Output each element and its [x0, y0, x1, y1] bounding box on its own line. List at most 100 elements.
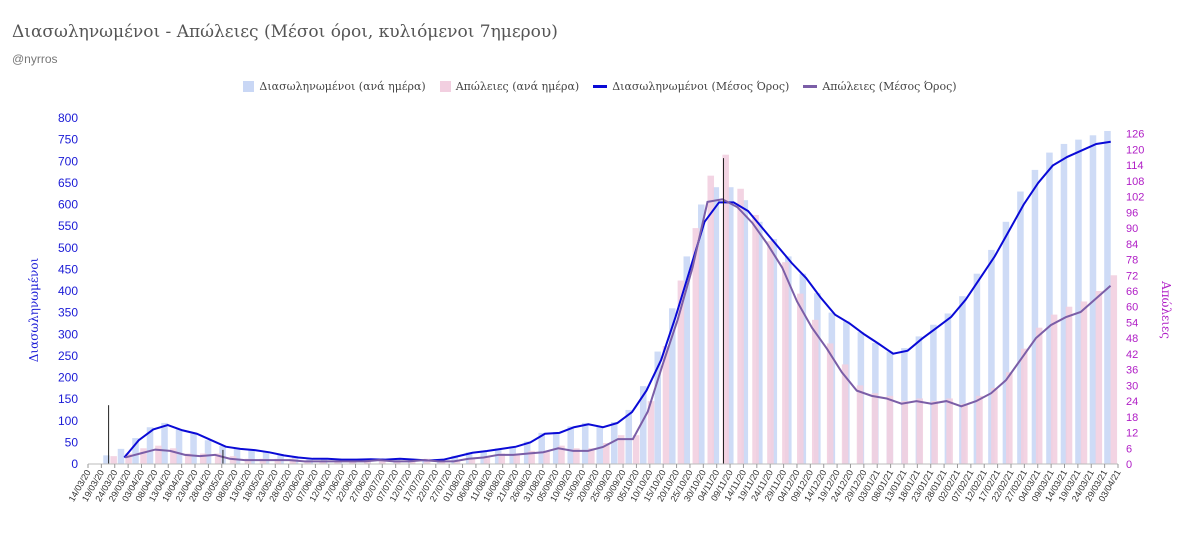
y-tick-left: 50 [65, 435, 79, 449]
y-tick-right: 6 [1126, 443, 1132, 455]
bar-deaths-daily [379, 458, 386, 464]
bar-intubated-daily [770, 239, 778, 464]
bar-deaths-daily [617, 435, 625, 464]
bar-intubated-daily [103, 455, 110, 464]
y-tick-right: 126 [1126, 129, 1144, 141]
lines [108, 140, 1112, 464]
bar-intubated-daily [1060, 143, 1068, 464]
bar-deaths-daily [334, 461, 341, 464]
bar-deaths-daily [483, 456, 491, 464]
y-tick-right: 42 [1126, 349, 1138, 361]
bar-intubated-daily [683, 256, 691, 464]
bar-intubated-daily [712, 187, 720, 464]
y-tick-right: 24 [1126, 396, 1138, 408]
bar-deaths-daily [1095, 291, 1103, 464]
bar-deaths-daily [1006, 372, 1013, 464]
bar-deaths-daily [214, 453, 222, 464]
legend-item-intubated-avg[interactable]: Διασωληνωμένοι (Μέσος Όρος) [593, 80, 789, 93]
bar-deaths-daily [453, 461, 461, 464]
bar-intubated-daily [161, 422, 168, 464]
y-axis-left-label: Διασωληνωμένοι [27, 257, 41, 362]
y-tick-left: 350 [58, 306, 78, 320]
legend-label: Διασωληνωμένοι (ανά ημέρα) [259, 80, 426, 93]
bar-intubated-daily [1104, 130, 1111, 464]
y-tick-right: 0 [1126, 459, 1132, 471]
bar-intubated-daily [1046, 152, 1053, 464]
bar-deaths-daily [364, 461, 371, 464]
bar-intubated-daily [132, 438, 139, 464]
legend: Διασωληνωμένοι (ανά ημέρα) Απώλειες (ανά… [0, 80, 1200, 93]
y-tick-right: 108 [1126, 176, 1144, 188]
bar-deaths-daily [1080, 301, 1088, 464]
y-tick-right: 48 [1126, 333, 1138, 345]
bar-deaths-daily [513, 453, 520, 464]
bar-deaths-daily [468, 458, 476, 464]
bar-deaths-daily [826, 343, 834, 464]
y-tick-left: 400 [58, 284, 78, 298]
line-intubated-avg [123, 140, 1111, 462]
bar-deaths-daily [707, 175, 715, 464]
line-deaths-avg [125, 198, 1112, 463]
legend-label: Απώλειες (ανά ημέρα) [455, 80, 580, 93]
y-tick-right: 114 [1126, 160, 1144, 172]
legend-item-deaths-avg[interactable]: Απώλειες (Μέσος Όρος) [803, 80, 957, 93]
bar-deaths-daily [647, 401, 655, 464]
y-tick-right: 84 [1126, 239, 1138, 251]
y-tick-left: 750 [58, 133, 78, 147]
y-tick-right: 120 [1126, 144, 1144, 156]
bar-deaths-daily [856, 385, 864, 464]
bar-intubated-daily [973, 273, 981, 464]
bar-intubated-daily [1017, 191, 1024, 464]
bar-deaths-daily [438, 461, 446, 464]
bar-deaths-daily [1050, 314, 1058, 464]
bar-intubated-daily [944, 313, 952, 464]
y-tick-right: 36 [1126, 365, 1138, 377]
bar-deaths-daily [1110, 275, 1118, 464]
y-tick-right: 96 [1126, 207, 1138, 219]
bar-deaths-daily [1020, 348, 1028, 464]
bar-deaths-daily [767, 241, 774, 464]
bar-intubated-daily [233, 448, 241, 464]
bar-deaths-daily [319, 461, 326, 464]
bar-intubated-daily [262, 451, 270, 464]
y-tick-left: 650 [58, 176, 78, 190]
bar-deaths-daily [125, 453, 132, 464]
bar-intubated-daily [669, 308, 676, 464]
bar-intubated-daily [639, 386, 647, 464]
bar-deaths-daily [603, 443, 610, 464]
legend-item-deaths-daily[interactable]: Απώλειες (ανά ημέρα) [439, 80, 580, 93]
axes: 0501001502002503003504004505005506006507… [58, 111, 1144, 503]
bar-deaths-daily [274, 458, 282, 464]
bar-deaths-daily [244, 458, 252, 464]
bar-intubated-daily [1031, 169, 1039, 464]
bar-deaths-daily [752, 214, 759, 464]
y-tick-left: 250 [58, 349, 78, 363]
bar-intubated-daily [1075, 139, 1082, 464]
bar-deaths-daily [528, 450, 535, 464]
bar-deaths-daily [185, 453, 192, 464]
bar-intubated-daily [741, 200, 749, 465]
legend-item-intubated-daily[interactable]: Διασωληνωμένοι (ανά ημέρα) [243, 80, 426, 93]
bar-intubated-daily [988, 249, 995, 464]
bar-deaths-daily [1035, 327, 1043, 464]
y-tick-right: 66 [1126, 286, 1138, 298]
y-tick-left: 150 [58, 392, 78, 406]
bar-deaths-daily [976, 395, 983, 464]
y-tick-right: 102 [1126, 192, 1144, 204]
bar-deaths-daily [961, 403, 968, 464]
y-tick-left: 500 [58, 241, 78, 255]
y-tick-left: 700 [58, 154, 78, 168]
bar-intubated-daily [930, 324, 937, 464]
bar-intubated-daily [698, 204, 705, 464]
bar-intubated-daily [1089, 135, 1097, 465]
legend-swatch [243, 81, 255, 92]
y-tick-left: 0 [71, 457, 78, 471]
bar-deaths-daily [886, 395, 894, 464]
y-tick-right: 90 [1126, 223, 1138, 235]
bar-intubated-daily [959, 296, 966, 464]
bar-intubated-daily [175, 429, 183, 464]
bar-deaths-daily [677, 280, 685, 464]
legend-label: Διασωληνωμένοι (Μέσος Όρος) [612, 80, 790, 93]
bar-deaths-daily [737, 188, 744, 465]
